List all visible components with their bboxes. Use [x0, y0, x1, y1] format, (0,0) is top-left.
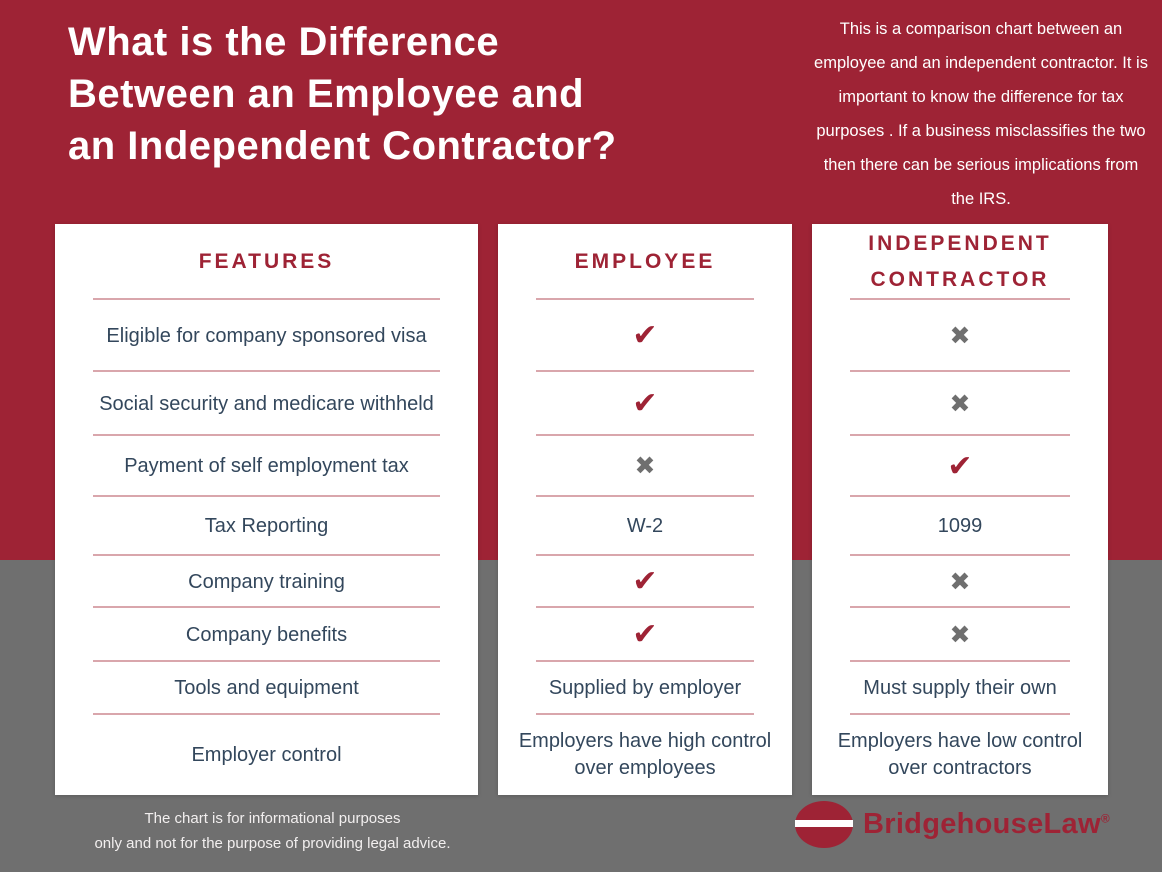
check-icon: ✔ [947, 449, 973, 483]
page-title: What is the Difference Between an Employ… [68, 16, 617, 172]
employee-row-company-benefits: ✔ [498, 608, 792, 662]
cross-icon: ✖ [949, 389, 971, 418]
contractor-row-self-employment-tax: ✔ [812, 436, 1108, 497]
feature-row-self-employment-tax: Payment of self employment tax [55, 436, 478, 497]
feature-row-company-training: Company training [55, 556, 478, 608]
cross-icon: ✖ [949, 567, 971, 596]
cross-icon: ✖ [949, 321, 971, 350]
employee-column: EMPLOYEE ✔ ✔ ✖ W-2 ✔ ✔ Supplied by emplo… [498, 224, 792, 795]
employee-row-employer-control: Employers have high control over employe… [518, 730, 772, 779]
employee-row-visa: ✔ [498, 300, 792, 372]
features-column: FEATURES Eligible for company sponsored … [55, 224, 478, 795]
cross-icon: ✖ [634, 452, 656, 480]
bridgehouselaw-globe-icon [795, 801, 853, 848]
contractor-row-visa: ✖ [812, 300, 1108, 372]
intro-text: This is a comparison chart between an em… [814, 20, 1148, 208]
employee-row-social-security: ✔ [498, 372, 792, 436]
check-icon: ✔ [632, 319, 658, 352]
feature-row-social-security: Social security and medicare withheld [55, 372, 478, 436]
page-title-line-3: an Independent Contractor? [68, 124, 617, 168]
page-title-line-2: Between an Employee and [68, 72, 585, 116]
brand-name-text: BridgehouseLaw [863, 808, 1101, 840]
check-icon: ✔ [632, 387, 658, 420]
check-icon: ✔ [632, 565, 658, 598]
feature-row-company-benefits: Company benefits [55, 608, 478, 662]
employee-row-self-employment-tax: ✖ [498, 436, 792, 497]
check-icon: ✔ [632, 618, 658, 651]
contractor-row-social-security: ✖ [812, 372, 1108, 436]
feature-row-employer-control: Employer control [191, 743, 342, 766]
page-title-line-1: What is the Difference [68, 20, 500, 64]
contractor-row-company-benefits: ✖ [812, 608, 1108, 662]
employee-row-company-training: ✔ [498, 556, 792, 608]
legal-disclaimer-line-2: only and not for the purpose of providin… [94, 835, 451, 852]
feature-row-tools-equipment: Tools and equipment [55, 662, 478, 715]
legal-disclaimer: The chart is for informational purposes … [40, 806, 505, 856]
registered-trademark: ® [1100, 811, 1110, 826]
features-header: FEATURES [55, 224, 478, 300]
contractor-row-employer-control: Employers have low control over contract… [837, 730, 1083, 779]
contractor-row-company-training: ✖ [812, 556, 1108, 608]
legal-disclaimer-line-1: The chart is for informational purposes [144, 810, 401, 827]
employee-row-tools-equipment: Supplied by employer [498, 662, 792, 715]
cross-icon: ✖ [949, 620, 971, 649]
contractor-header: INDEPENDENT CONTRACTOR [812, 224, 1108, 300]
contractor-row-tools-equipment: Must supply their own [812, 662, 1108, 715]
bridgehouselaw-logo: BridgehouseLaw® [795, 801, 1110, 848]
brand-name: BridgehouseLaw® [863, 808, 1110, 841]
feature-row-tax-reporting: Tax Reporting [55, 497, 478, 556]
employee-header: EMPLOYEE [498, 224, 792, 300]
contractor-column: INDEPENDENT CONTRACTOR ✖ ✖ ✔ 1099 ✖ ✖ Mu… [812, 224, 1108, 795]
feature-row-visa: Eligible for company sponsored visa [55, 300, 478, 372]
contractor-row-tax-reporting: 1099 [812, 497, 1108, 556]
employee-row-tax-reporting: W-2 [498, 497, 792, 556]
